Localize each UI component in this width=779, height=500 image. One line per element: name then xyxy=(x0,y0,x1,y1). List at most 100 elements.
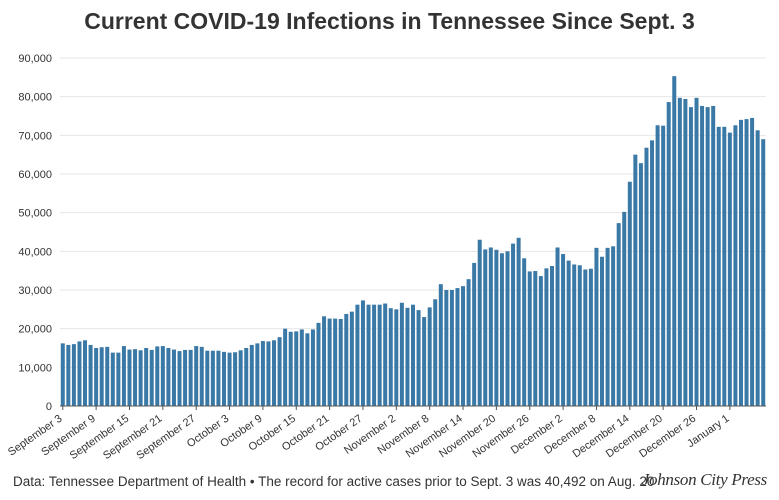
bar xyxy=(483,249,488,406)
bar xyxy=(233,352,238,406)
bar xyxy=(121,346,126,406)
bar xyxy=(327,318,332,406)
bar xyxy=(505,251,510,406)
bar xyxy=(655,125,660,406)
bar xyxy=(299,329,304,406)
bar xyxy=(449,290,454,406)
bar xyxy=(227,352,232,406)
bar xyxy=(83,340,88,406)
bar xyxy=(694,97,699,406)
bar xyxy=(466,279,471,406)
bar xyxy=(188,349,193,406)
bar xyxy=(583,269,588,406)
y-tick-label: 70,000 xyxy=(18,130,52,142)
bar xyxy=(422,317,427,406)
bar xyxy=(722,126,727,406)
bar xyxy=(755,130,760,406)
bar xyxy=(210,350,215,406)
bar xyxy=(644,147,649,406)
y-tick-label: 0 xyxy=(46,401,52,413)
bar xyxy=(516,237,521,406)
bar xyxy=(383,303,388,406)
bar xyxy=(611,246,616,406)
bar xyxy=(494,249,499,406)
bar xyxy=(360,300,365,406)
bar xyxy=(700,105,705,406)
bar xyxy=(594,247,599,406)
bar xyxy=(388,308,393,406)
bar xyxy=(477,239,482,406)
bar xyxy=(616,223,621,406)
bar xyxy=(338,319,343,406)
bar xyxy=(627,181,632,406)
bar xyxy=(244,348,249,406)
bar xyxy=(110,352,115,406)
bar xyxy=(316,322,321,406)
bars xyxy=(60,76,766,407)
bar xyxy=(588,268,593,406)
bar xyxy=(344,313,349,406)
bar xyxy=(194,346,199,406)
bar xyxy=(666,102,671,406)
bar xyxy=(455,288,460,406)
chart-title: Current COVID-19 Infections in Tennessee… xyxy=(84,8,695,34)
bar xyxy=(377,304,382,406)
bar xyxy=(155,346,160,406)
bar xyxy=(294,331,299,406)
bar xyxy=(322,316,327,406)
bar xyxy=(160,346,165,406)
bar xyxy=(572,264,577,406)
bar xyxy=(177,351,182,406)
bar xyxy=(71,344,76,406)
bar xyxy=(488,247,493,406)
bar xyxy=(438,284,443,406)
bar xyxy=(544,268,549,406)
bar xyxy=(555,247,560,406)
bar xyxy=(444,290,449,406)
bar xyxy=(672,76,677,407)
bar xyxy=(77,341,82,406)
bar xyxy=(144,348,149,406)
bar xyxy=(499,253,504,406)
bar xyxy=(561,254,566,406)
bar xyxy=(433,299,438,406)
bar xyxy=(205,350,210,406)
bar xyxy=(216,350,221,406)
y-tick-label: 60,000 xyxy=(18,169,52,181)
bar xyxy=(527,271,532,406)
bar xyxy=(577,265,582,406)
bar xyxy=(638,163,643,406)
bar xyxy=(633,154,638,406)
bar xyxy=(305,333,310,406)
bar xyxy=(711,105,716,406)
bar xyxy=(716,126,721,406)
bar xyxy=(677,97,682,406)
y-tick-label: 30,000 xyxy=(18,285,52,297)
bar xyxy=(661,125,666,407)
bar xyxy=(472,262,477,406)
bar xyxy=(605,247,610,406)
bar xyxy=(105,346,110,406)
bar xyxy=(566,260,571,406)
bar xyxy=(66,344,71,406)
bar xyxy=(366,304,371,406)
bar xyxy=(116,352,121,406)
bar xyxy=(405,307,410,406)
bar xyxy=(738,119,743,407)
bar xyxy=(260,341,265,406)
bar xyxy=(133,349,138,406)
bar xyxy=(171,349,176,406)
bar xyxy=(266,341,271,406)
bar xyxy=(288,331,293,406)
y-axis-tick-labels: 0 10,000 20,000 30,000 40,000 50,000 60,000 70,… xyxy=(18,53,52,413)
bar xyxy=(138,350,143,406)
bar xyxy=(272,340,277,406)
bar xyxy=(744,119,749,406)
bar xyxy=(750,117,755,407)
bar xyxy=(99,347,104,406)
bar xyxy=(127,349,132,406)
y-tick-label: 80,000 xyxy=(18,92,52,104)
bar xyxy=(705,107,710,407)
bar xyxy=(600,256,605,406)
